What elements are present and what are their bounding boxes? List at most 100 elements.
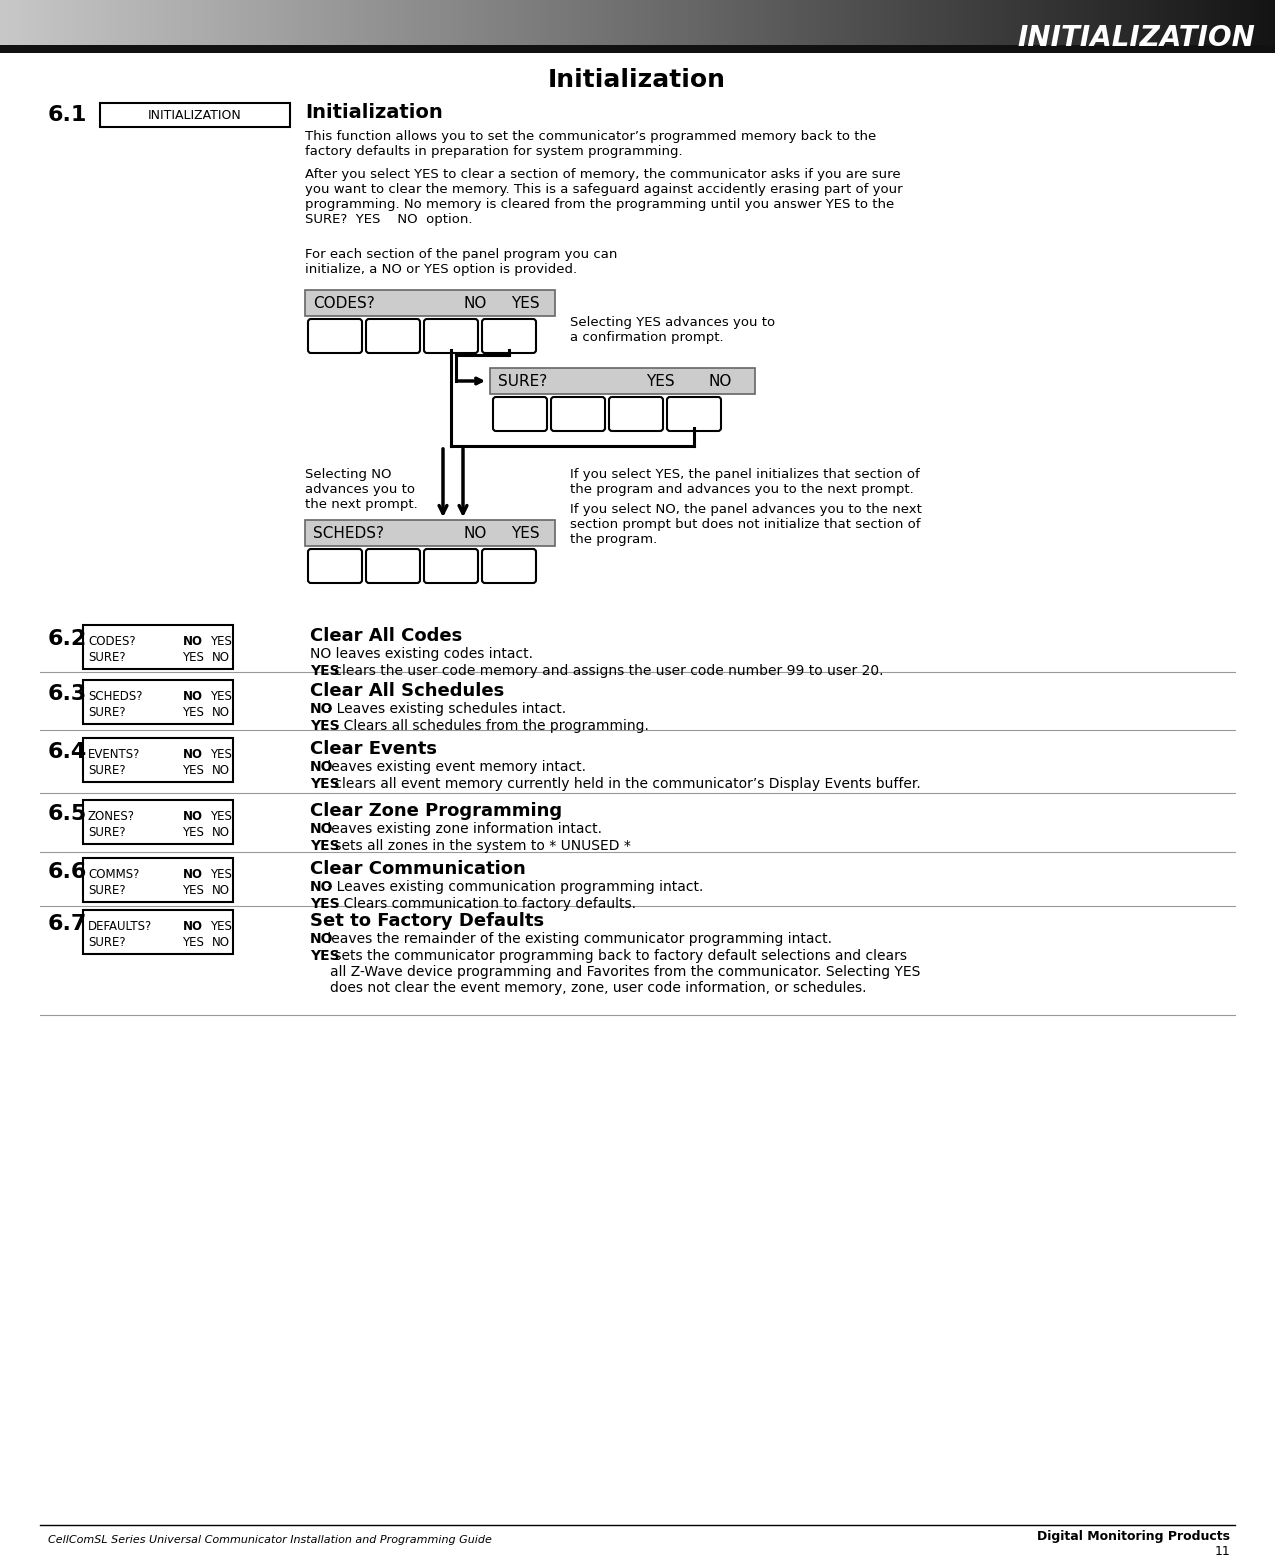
Bar [490, 368, 755, 393]
Bar [83, 738, 233, 782]
Text: 11: 11 [1214, 1545, 1230, 1558]
Text: NO: NO [212, 706, 230, 720]
Text: NO: NO [184, 748, 203, 762]
FancyBboxPatch shape [667, 396, 720, 431]
Text: Selecting YES advances you to
a confirmation prompt.: Selecting YES advances you to a confirma… [570, 315, 775, 343]
FancyBboxPatch shape [425, 318, 478, 353]
Text: Clear All Schedules: Clear All Schedules [310, 682, 504, 699]
Text: 6.1: 6.1 [48, 105, 88, 125]
Text: YES: YES [210, 868, 232, 880]
Text: YES: YES [310, 777, 339, 791]
Text: Selecting NO
advances you to
the next prompt.: Selecting NO advances you to the next pr… [305, 468, 418, 510]
Text: NO: NO [709, 373, 732, 389]
Text: NO: NO [310, 932, 334, 946]
Text: leaves existing zone information intact.: leaves existing zone information intact. [323, 823, 602, 837]
Text: - Leaves existing communication programming intact.: - Leaves existing communication programm… [323, 880, 704, 894]
Text: SCHEDS?: SCHEDS? [312, 526, 384, 540]
Text: Clear Communication: Clear Communication [310, 860, 525, 877]
Text: YES: YES [210, 810, 232, 823]
Text: Set to Factory Defaults: Set to Factory Defaults [310, 912, 544, 930]
Text: NO: NO [310, 880, 334, 894]
Bar [83, 859, 233, 902]
FancyBboxPatch shape [482, 549, 536, 582]
Text: clears the user code memory and assigns the user code number 99 to user 20.: clears the user code memory and assigns … [329, 663, 884, 677]
Text: clears all event memory currently held in the communicator’s Display Events buff: clears all event memory currently held i… [329, 777, 921, 791]
Bar [83, 799, 233, 845]
Text: YES: YES [310, 663, 339, 677]
Text: YES: YES [310, 898, 339, 912]
FancyBboxPatch shape [309, 318, 362, 353]
Text: YES: YES [182, 884, 204, 898]
Text: COMMS?: COMMS? [88, 868, 139, 880]
FancyBboxPatch shape [609, 396, 663, 431]
Text: - Clears communication to factory defaults.: - Clears communication to factory defaul… [329, 898, 635, 912]
Text: CellComSL Series Universal Communicator Installation and Programming Guide: CellComSL Series Universal Communicator … [48, 1534, 492, 1545]
Text: NO: NO [310, 702, 334, 716]
Text: Initialization: Initialization [305, 103, 442, 122]
Text: INITIALIZATION: INITIALIZATION [1017, 23, 1255, 52]
Text: SCHEDS?: SCHEDS? [88, 690, 143, 702]
Text: NO: NO [212, 826, 230, 838]
Text: sets all zones in the system to * UNUSED *: sets all zones in the system to * UNUSED… [329, 838, 630, 852]
Text: YES: YES [182, 706, 204, 720]
FancyBboxPatch shape [425, 549, 478, 582]
Text: Clear All Codes: Clear All Codes [310, 628, 463, 645]
Text: YES: YES [511, 526, 539, 540]
Text: YES: YES [182, 763, 204, 777]
FancyBboxPatch shape [482, 318, 536, 353]
Text: NO: NO [184, 810, 203, 823]
Text: DEFAULTS?: DEFAULTS? [88, 919, 152, 933]
Text: YES: YES [210, 748, 232, 762]
Text: NO: NO [310, 760, 334, 774]
Text: NO: NO [463, 295, 487, 311]
Bar [99, 103, 289, 126]
Text: - Leaves existing schedules intact.: - Leaves existing schedules intact. [323, 702, 566, 716]
Text: 6.4: 6.4 [48, 741, 87, 762]
Text: YES: YES [182, 937, 204, 949]
Text: leaves existing event memory intact.: leaves existing event memory intact. [323, 760, 586, 774]
Bar [0, 45, 1275, 53]
Text: SURE?: SURE? [88, 937, 126, 949]
Bar [83, 681, 233, 724]
Text: SURE?: SURE? [88, 651, 126, 663]
Text: Clear Events: Clear Events [310, 740, 437, 759]
Bar [83, 910, 233, 954]
Text: NO leaves existing codes intact.: NO leaves existing codes intact. [310, 646, 533, 660]
Text: 6.2: 6.2 [48, 629, 87, 649]
Text: leaves the remainder of the existing communicator programming intact.: leaves the remainder of the existing com… [323, 932, 833, 946]
Text: YES: YES [310, 949, 339, 963]
Text: EVENTS?: EVENTS? [88, 748, 140, 762]
Text: For each section of the panel program you can
initialize, a NO or YES option is : For each section of the panel program yo… [305, 248, 617, 276]
Bar [305, 290, 555, 315]
FancyBboxPatch shape [551, 396, 606, 431]
Text: YES: YES [210, 635, 232, 648]
Text: NO: NO [184, 868, 203, 880]
Text: NO: NO [184, 690, 203, 702]
Text: SURE?: SURE? [88, 763, 126, 777]
Text: Digital Monitoring Products: Digital Monitoring Products [1037, 1530, 1230, 1542]
Text: SURE?: SURE? [88, 884, 126, 898]
Text: NO: NO [212, 651, 230, 663]
Text: NO: NO [212, 884, 230, 898]
Text: NO: NO [184, 635, 203, 648]
Text: 6.5: 6.5 [48, 804, 87, 824]
Text: NO: NO [184, 919, 203, 933]
Text: After you select YES to clear a section of memory, the communicator asks if you : After you select YES to clear a section … [305, 169, 903, 226]
Text: SURE?: SURE? [88, 826, 126, 838]
Text: CODES?: CODES? [312, 295, 375, 311]
Text: YES: YES [645, 373, 674, 389]
Text: INITIALIZATION: INITIALIZATION [148, 109, 242, 122]
Text: SURE?: SURE? [499, 373, 547, 389]
FancyBboxPatch shape [366, 549, 419, 582]
Text: NO: NO [212, 937, 230, 949]
Text: NO: NO [310, 823, 334, 837]
Text: This function allows you to set the communicator’s programmed memory back to the: This function allows you to set the comm… [305, 130, 876, 158]
Bar [305, 520, 555, 546]
Text: 6.6: 6.6 [48, 862, 88, 882]
Text: ZONES?: ZONES? [88, 810, 135, 823]
Text: 6.7: 6.7 [48, 915, 88, 933]
Text: NO: NO [463, 526, 487, 540]
FancyBboxPatch shape [493, 396, 547, 431]
Text: Initialization: Initialization [548, 69, 725, 92]
Text: YES: YES [310, 838, 339, 852]
